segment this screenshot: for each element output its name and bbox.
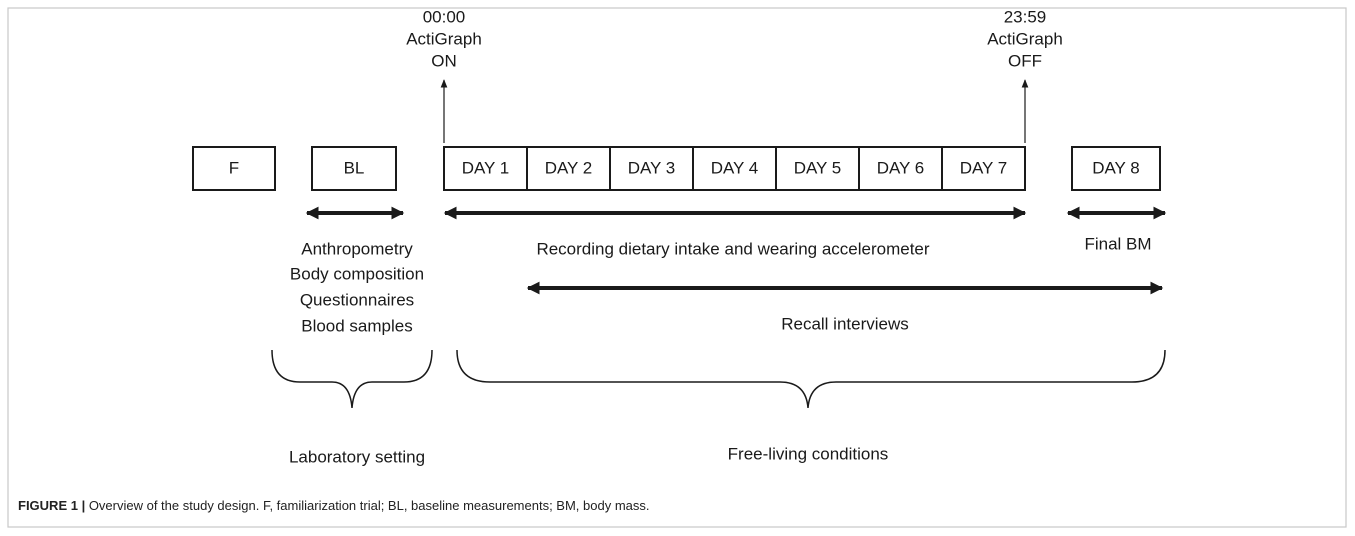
measure: Anthropometry	[301, 239, 413, 258]
box-label: BL	[344, 158, 365, 177]
day-box	[443, 146, 528, 191]
marker-state: ON	[431, 51, 457, 70]
measure: Blood samples	[301, 316, 413, 335]
recall-label: Recall interviews	[781, 314, 909, 333]
setting-label: Laboratory setting	[289, 447, 425, 466]
frame	[7, 7, 1347, 528]
box-label: F	[229, 158, 239, 177]
caption-text: Overview of the study design. F, familia…	[85, 498, 649, 513]
measure: Body composition	[290, 264, 424, 283]
marker-state: OFF	[1008, 51, 1042, 70]
box	[192, 146, 276, 191]
day-box	[692, 146, 777, 191]
brace	[271, 349, 433, 409]
caption: FIGURE 1 | Overview of the study design.…	[18, 498, 650, 513]
box-label: DAY 5	[794, 158, 842, 177]
marker-time: 23:59	[1004, 7, 1047, 26]
day-box	[858, 146, 943, 191]
box-label: DAY 2	[545, 158, 593, 177]
day-boxes: DAY 1 DAY 2 DAY 3 DAY 4 DAY 5 DAY 6 DAY 7	[443, 146, 1026, 191]
day-box	[775, 146, 860, 191]
day-box	[941, 146, 1026, 191]
marker-device: ActiGraph	[987, 29, 1063, 48]
box-label: DAY 4	[711, 158, 759, 177]
setting-label: Free-living conditions	[728, 444, 889, 463]
box	[311, 146, 397, 191]
caption-label: FIGURE 1 |	[18, 498, 85, 513]
day-box	[609, 146, 694, 191]
box-label: DAY 8	[1092, 158, 1140, 177]
box-label: DAY 6	[877, 158, 925, 177]
measure: Questionnaires	[300, 290, 414, 309]
box-label: DAY 1	[462, 158, 510, 177]
box-label: DAY 7	[960, 158, 1008, 177]
box-label: DAY 3	[628, 158, 676, 177]
recording-label: Recording dietary intake and wearing acc…	[536, 239, 929, 258]
box	[1071, 146, 1161, 191]
marker-time: 00:00	[423, 7, 466, 26]
marker-device: ActiGraph	[406, 29, 482, 48]
final-label: Final BM	[1084, 234, 1151, 253]
brace	[456, 349, 1166, 409]
